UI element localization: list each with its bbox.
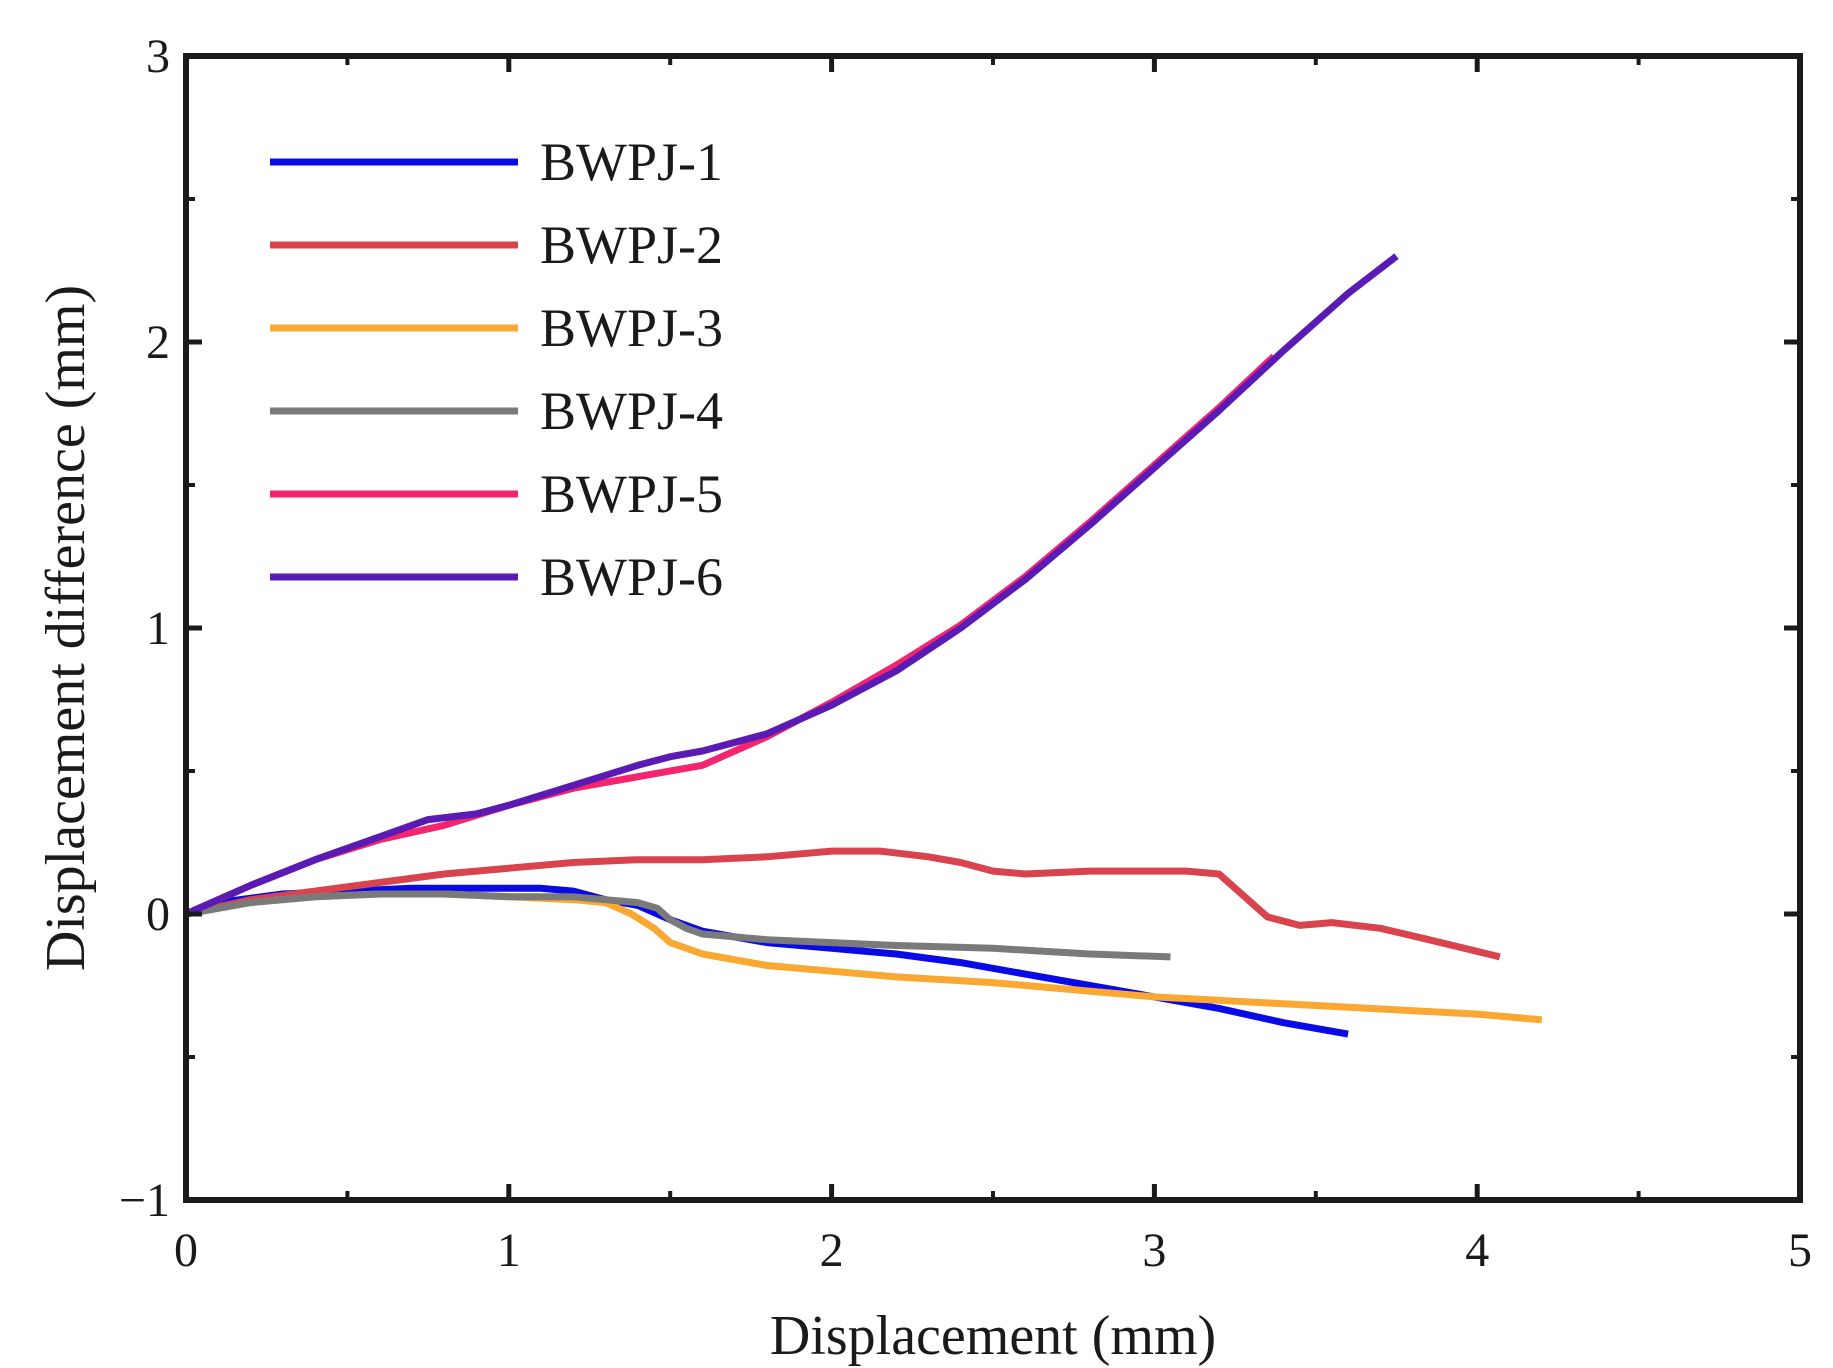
- series-line-bwpj-2: [185, 847, 1501, 961]
- series-layer: [184, 253, 1543, 1038]
- x-tick-label: 1: [497, 1224, 521, 1277]
- legend: BWPJ-1 BWPJ-2 BWPJ-3 BWPJ-4 BWPJ-5 BWPJ-6: [270, 132, 723, 607]
- x-tick-label: 2: [820, 1224, 844, 1277]
- y-axis-label: Displacement difference (mm): [35, 285, 97, 971]
- x-tick-label: 5: [1788, 1224, 1812, 1277]
- legend-label-bwpj-2: BWPJ-2: [540, 215, 723, 275]
- legend-label-bwpj-4: BWPJ-4: [540, 381, 723, 441]
- y-tick-label: 0: [146, 888, 170, 941]
- legend-label-bwpj-1: BWPJ-1: [540, 132, 723, 192]
- x-tick-label: 0: [174, 1224, 198, 1277]
- y-tick-label: −1: [119, 1174, 170, 1227]
- y-tick-label: 3: [146, 30, 170, 83]
- series-line-bwpj-4: [185, 890, 1171, 961]
- y-tick-label: 1: [146, 602, 170, 655]
- legend-label-bwpj-3: BWPJ-3: [540, 298, 723, 358]
- plot-frame: [183, 53, 1803, 1203]
- x-tick-label: 4: [1465, 1224, 1489, 1277]
- x-tick-label: 3: [1142, 1224, 1166, 1277]
- series-line-bwpj-6: [184, 253, 1399, 918]
- legend-label-bwpj-6: BWPJ-6: [540, 547, 723, 607]
- legend-label-bwpj-5: BWPJ-5: [540, 464, 723, 524]
- x-axis-label: Displacement (mm): [770, 1305, 1216, 1367]
- y-tick-label: 2: [146, 316, 170, 369]
